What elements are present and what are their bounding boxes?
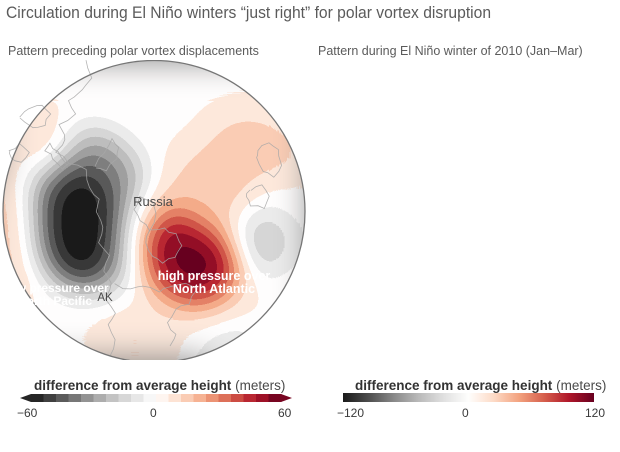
svg-text:North Atlantic: North Atlantic (173, 282, 255, 296)
svg-text:North Pacific: North Pacific (18, 294, 92, 308)
svg-text:low pressure over: low pressure over (6, 281, 109, 295)
svg-text:high pressure over: high pressure over (158, 269, 271, 283)
svg-text:Russia: Russia (133, 194, 174, 209)
